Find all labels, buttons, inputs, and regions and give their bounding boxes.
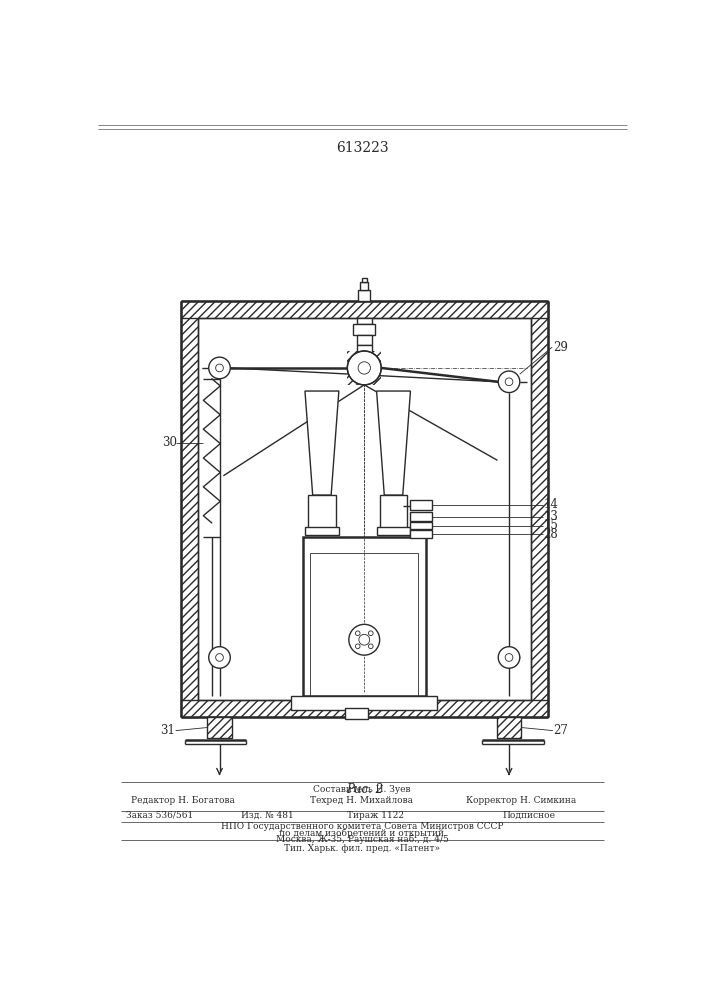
Bar [377, 527, 411, 535]
Text: Москва, Ж-35, Раушская наб., д. 4/5: Москва, Ж-35, Раушская наб., д. 4/5 [276, 834, 448, 844]
Bar [345, 708, 368, 719]
Bar [411, 512, 432, 521]
Text: 30: 30 [162, 436, 177, 449]
Text: Подписное: Подписное [503, 811, 556, 820]
Bar [305, 527, 339, 535]
Bar [181, 700, 547, 717]
Text: Техред Н. Михайлова: Техред Н. Михайлова [310, 796, 414, 805]
Text: 15: 15 [544, 519, 559, 532]
Bar [207, 717, 232, 738]
Text: 28: 28 [544, 528, 559, 541]
Text: Составитель Н. Зуев: Составитель Н. Зуев [313, 785, 411, 794]
Bar [356, 345, 372, 354]
Text: 27: 27 [554, 724, 568, 737]
Circle shape [498, 647, 520, 668]
Text: 31: 31 [160, 724, 175, 737]
Bar [356, 318, 372, 324]
Bar [361, 282, 368, 290]
Bar [411, 500, 432, 510]
Circle shape [349, 624, 380, 655]
Bar [497, 717, 521, 738]
Bar [308, 495, 336, 530]
Text: по делам изобретений и открытий: по делам изобретений и открытий [279, 828, 445, 838]
Text: 13: 13 [544, 510, 559, 523]
Bar [411, 530, 432, 538]
Circle shape [209, 647, 230, 668]
Bar [181, 301, 547, 318]
Bar [354, 324, 375, 335]
Circle shape [498, 371, 520, 393]
Bar [181, 301, 198, 717]
Bar [347, 351, 381, 385]
Bar [303, 537, 426, 696]
Circle shape [209, 357, 230, 379]
Bar [310, 553, 418, 696]
Text: 29: 29 [553, 341, 568, 354]
Bar [380, 495, 407, 530]
Text: Тираж 1122: Тираж 1122 [346, 811, 404, 820]
Text: 14: 14 [544, 498, 559, 512]
Text: Изд. № 481: Изд. № 481 [241, 811, 293, 820]
Circle shape [347, 351, 381, 385]
Text: Редактор Н. Богатова: Редактор Н. Богатова [131, 796, 235, 805]
Bar [362, 278, 366, 282]
Text: Заказ 536/561: Заказ 536/561 [126, 811, 193, 820]
Text: Тип. Харьк. фил. пред. «Патент»: Тип. Харьк. фил. пред. «Патент» [284, 844, 440, 853]
Text: Рис. 2: Рис. 2 [346, 783, 382, 796]
Bar [358, 290, 370, 301]
Bar [411, 522, 432, 529]
Text: 613223: 613223 [336, 141, 388, 155]
Text: Корректор Н. Симкина: Корректор Н. Симкина [466, 796, 576, 805]
Polygon shape [305, 391, 339, 495]
Polygon shape [377, 391, 411, 495]
Text: НПО Государственного комитета Совета Министров СССР: НПО Государственного комитета Совета Мин… [221, 822, 503, 831]
Bar [291, 696, 438, 710]
Bar [530, 301, 547, 717]
Bar [356, 335, 372, 345]
